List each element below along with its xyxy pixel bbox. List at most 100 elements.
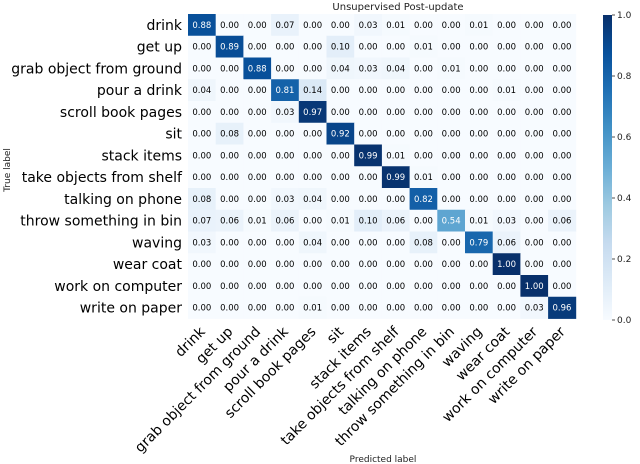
cell-value-label: 0.00	[275, 130, 294, 140]
cell-value-label: 0.00	[359, 304, 378, 314]
heatmap-cell	[298, 57, 327, 80]
heatmap-cell	[492, 101, 521, 124]
cell-value-label: 0.99	[386, 173, 405, 183]
x-axis-label: Predicted label	[350, 455, 417, 464]
heatmap-cell	[548, 296, 577, 319]
cell-value-label: 0.00	[192, 130, 211, 140]
cell-value-label: 0.00	[386, 282, 405, 292]
heatmap-cell	[188, 296, 217, 319]
heatmap-cell	[326, 209, 355, 232]
cell-value-label: 0.00	[275, 304, 294, 314]
cell-value-label: 0.00	[469, 195, 488, 205]
cell-value-label: 0.00	[386, 195, 405, 205]
cell-value-label: 0.00	[359, 260, 378, 270]
heatmap-cell	[492, 122, 521, 145]
cell-value-label: 0.00	[442, 173, 461, 183]
cell-value-label: 0.81	[275, 86, 294, 96]
cell-value-label: 0.00	[442, 108, 461, 118]
heatmap-cell	[188, 253, 217, 276]
heatmap-cell	[520, 209, 549, 232]
heatmap-cell	[548, 14, 577, 37]
cell-value-label: 0.04	[303, 238, 322, 248]
cell-value-label: 0.00	[192, 64, 211, 74]
row-labels: drink get up grab object from ground pour a…	[11, 18, 183, 317]
cell-value-label: 1.00	[525, 282, 544, 292]
cell-value-label: 0.00	[386, 130, 405, 140]
heatmap-cell	[520, 101, 549, 124]
cell-value-label: 0.00	[525, 195, 544, 205]
cell-value-label: 0.00	[192, 260, 211, 270]
cell-value-label: 0.00	[497, 108, 516, 118]
cell-value-label: 0.01	[303, 304, 322, 314]
heatmap-cell	[409, 188, 438, 211]
cell-value-label: 0.00	[331, 151, 350, 161]
heatmap-cell	[354, 35, 383, 58]
heatmap-cell	[492, 275, 521, 298]
row-label: talking on phone	[64, 192, 182, 208]
cell-value-label: 0.00	[525, 260, 544, 270]
cell-value-label: 0.01	[248, 217, 267, 227]
heatmap-cell	[326, 144, 355, 167]
heatmap-cell	[548, 275, 577, 298]
heatmap-cell	[465, 275, 494, 298]
cell-value-label: 0.14	[303, 86, 322, 96]
cell-value-label: 0.00	[442, 21, 461, 31]
row-label: wear coat	[113, 257, 183, 273]
heatmap-cell	[409, 253, 438, 276]
heatmap-cell	[243, 253, 272, 276]
cell-value-label: 0.00	[275, 151, 294, 161]
cell-value-label: 0.04	[331, 64, 350, 74]
cell-value-label: 0.01	[414, 173, 433, 183]
cell-value-label: 0.00	[525, 21, 544, 31]
heatmap-cell	[271, 35, 300, 58]
heatmap-cell	[215, 188, 244, 211]
y-axis-label: True label	[3, 148, 13, 193]
heatmap-cell	[215, 231, 244, 254]
heatmap-cell	[326, 35, 355, 58]
cell-value-label: 0.01	[331, 217, 350, 227]
heatmap-cell	[354, 166, 383, 189]
row-label: drink	[146, 18, 182, 34]
heatmap-cell	[215, 144, 244, 167]
heatmap-cell	[188, 14, 217, 37]
cell-value-label: 0.00	[220, 304, 239, 314]
heatmap-cell	[492, 188, 521, 211]
heatmap-cell	[381, 209, 410, 232]
heatmap-cell	[409, 101, 438, 124]
heatmap-cell	[437, 209, 466, 232]
cell-value-label: 0.88	[248, 64, 267, 74]
heatmap-cell	[326, 122, 355, 145]
heatmap-cell	[381, 231, 410, 254]
cell-value-label: 0.00	[331, 304, 350, 314]
heatmap-cell	[271, 79, 300, 102]
cell-value-label: 0.03	[359, 64, 378, 74]
cell-value-label: 0.00	[469, 173, 488, 183]
heatmap-cell	[465, 166, 494, 189]
heatmap-cell	[465, 101, 494, 124]
heatmap-cell	[409, 144, 438, 167]
heatmap-cell	[437, 101, 466, 124]
row-label: waving	[132, 235, 182, 251]
heatmap-cell	[492, 57, 521, 80]
cell-value-label: 0.00	[442, 238, 461, 248]
cell-value-label: 0.00	[192, 43, 211, 53]
cell-value-label: 0.00	[552, 86, 571, 96]
heatmap-cell	[437, 14, 466, 37]
heatmap-cell	[354, 188, 383, 211]
cell-value-label: 0.00	[552, 195, 571, 205]
heatmap-cell	[354, 57, 383, 80]
row-label: get up	[137, 40, 182, 56]
cell-value-label: 0.00	[469, 151, 488, 161]
cell-value-label: 0.00	[303, 21, 322, 31]
cell-value-label: 0.00	[442, 195, 461, 205]
heatmap-cell	[520, 57, 549, 80]
cell-value-label: 0.00	[552, 173, 571, 183]
heatmap-cell	[548, 231, 577, 254]
heatmap-cell	[215, 57, 244, 80]
colorbar	[603, 15, 612, 320]
heatmap-cell	[548, 144, 577, 167]
chart-title: Unsupervised Post-update	[332, 2, 463, 13]
cell-value-label: 0.00	[248, 260, 267, 270]
cell-value-label: 0.00	[303, 173, 322, 183]
